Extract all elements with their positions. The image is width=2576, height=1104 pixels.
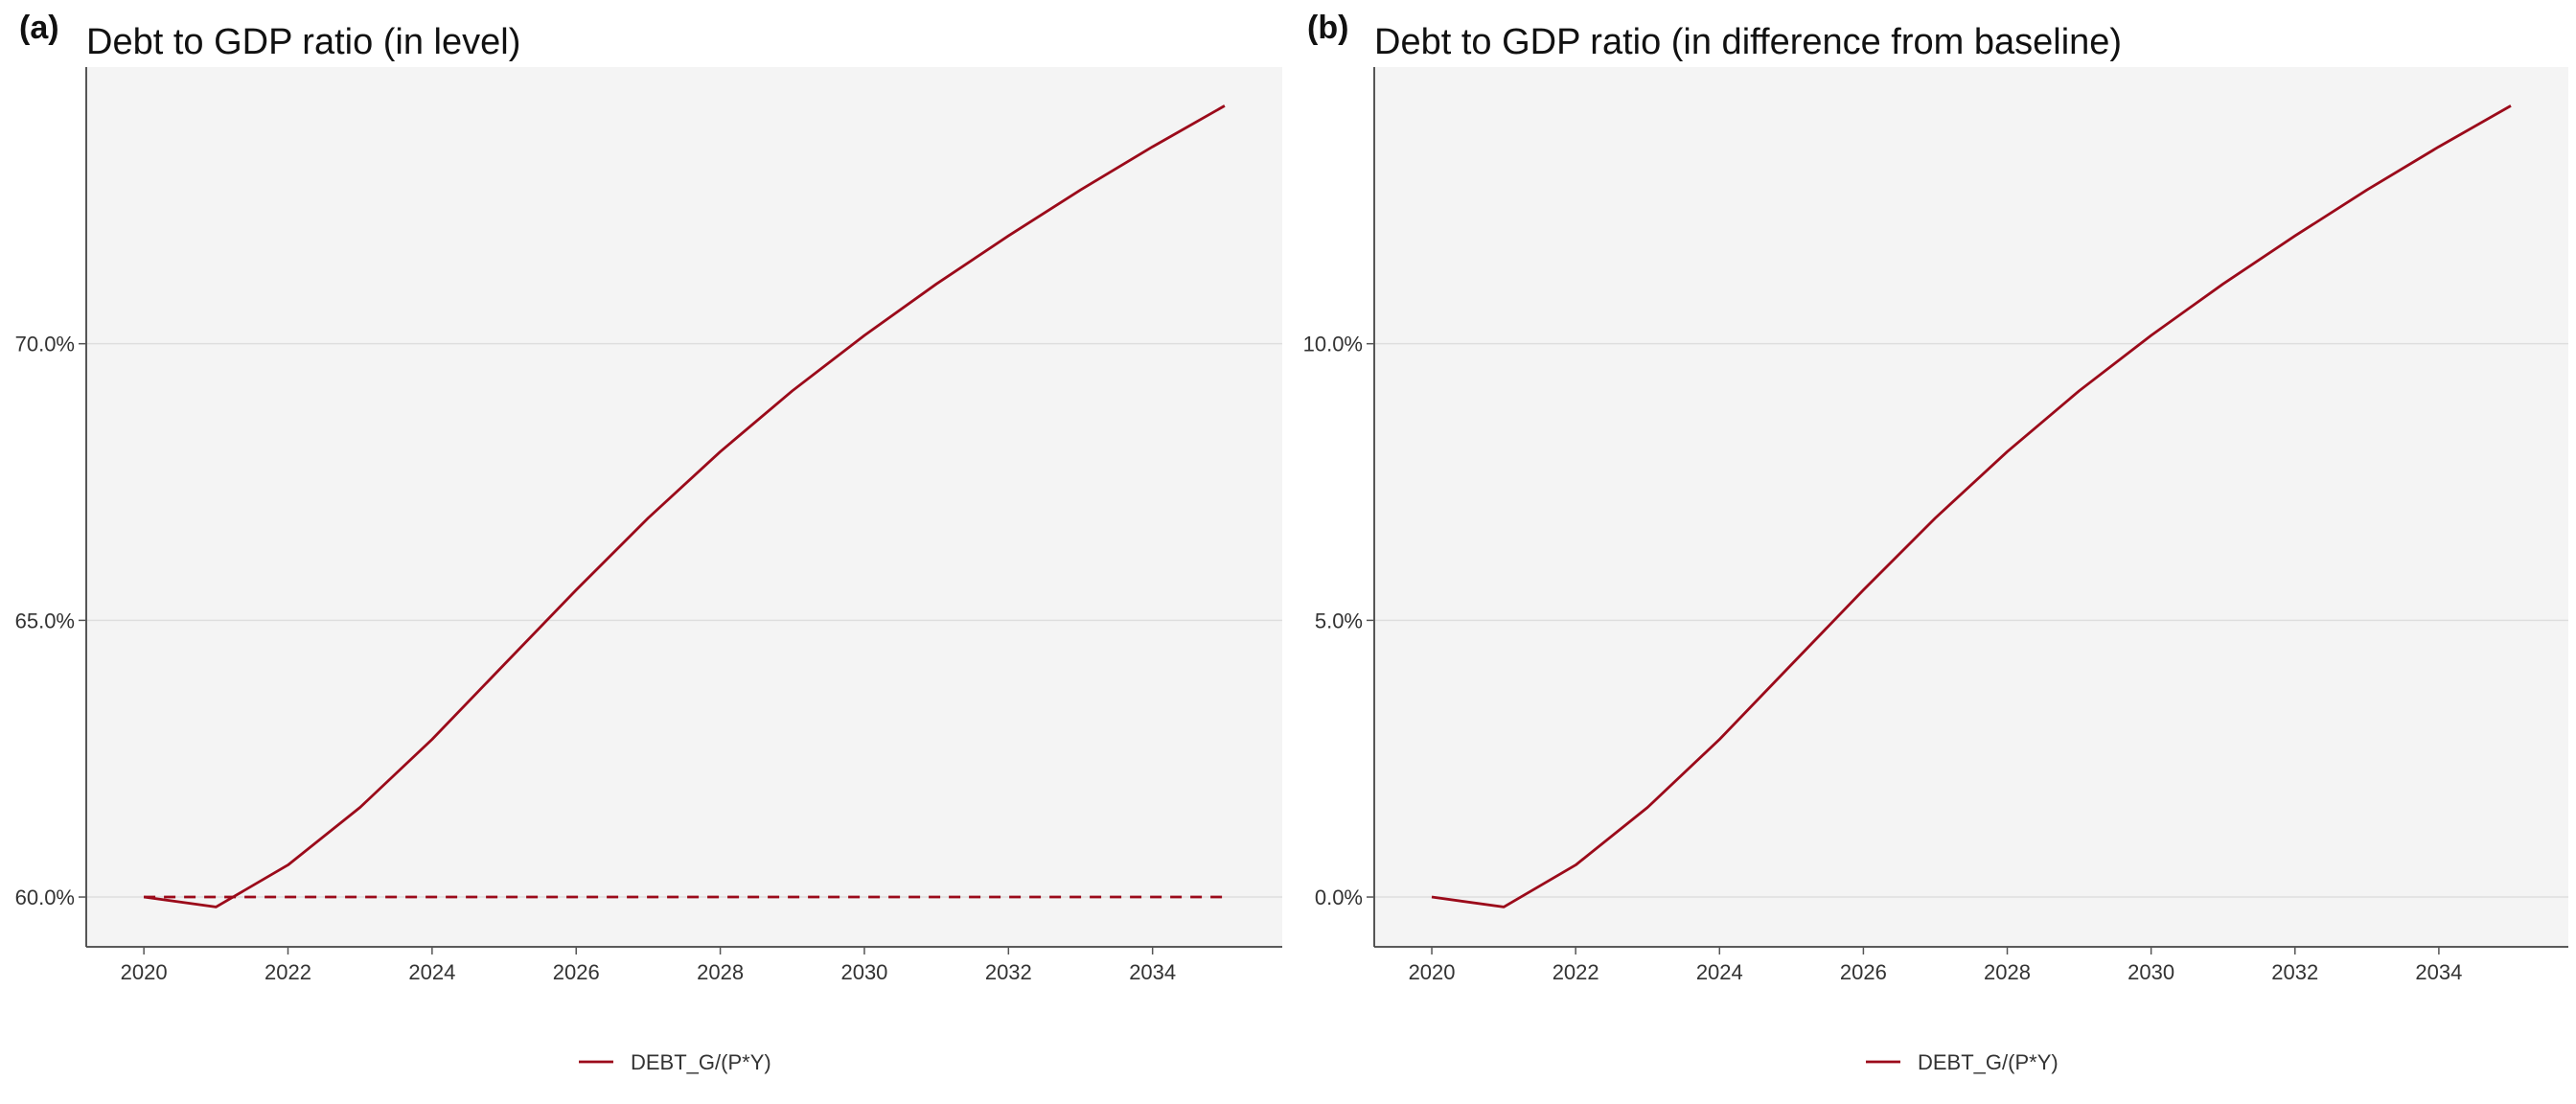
panel-a-xtick-label: 2032 bbox=[985, 960, 1032, 984]
panel-a-xtick-label: 2034 bbox=[1129, 960, 1176, 984]
panel-b: (b) Debt to GDP ratio (in difference fro… bbox=[1303, 10, 2568, 1074]
panel-b-series bbox=[1431, 104, 2512, 908]
panel-b-xtick-label: 2034 bbox=[2415, 960, 2462, 984]
panel-a-xtick-label: 2024 bbox=[408, 960, 455, 984]
panel-b-xtick-label: 2030 bbox=[2128, 960, 2174, 984]
panel-a-plot-area bbox=[86, 67, 1282, 947]
panel-b-xtick-label: 2020 bbox=[1409, 960, 1456, 984]
panel-b-xtick-label: 2028 bbox=[1984, 960, 2031, 984]
panel-b-letter: (b) bbox=[1307, 10, 1348, 46]
panel-b-legend-label: DEBT_G/(P*Y) bbox=[1918, 1050, 2058, 1074]
panel-b-title: Debt to GDP ratio (in difference from ba… bbox=[1374, 22, 2122, 62]
panel-a-legend: DEBT_G/(P*Y) bbox=[579, 1050, 771, 1074]
panel-b-ticks: 0.0% 5.0% 10.0% 2020 2022 2024 2026 2028 2030 203… bbox=[1303, 333, 2463, 984]
panel-a-ytick-label: 65.0% bbox=[15, 609, 75, 632]
panel-b-xtick-label: 2022 bbox=[1552, 960, 1599, 984]
panel-a-axes bbox=[85, 67, 1282, 948]
panel-a-title: Debt to GDP ratio (in level) bbox=[86, 22, 520, 62]
panel-a-legend-label: DEBT_G/(P*Y) bbox=[631, 1050, 771, 1074]
panel-b-legend: DEBT_G/(P*Y) bbox=[1866, 1050, 2058, 1074]
panel-b-xtick-label: 2032 bbox=[2271, 960, 2318, 984]
panel-a-xtick-label: 2022 bbox=[264, 960, 311, 984]
panel-a: (a) Debt to GDP ratio (in level) 60.0% 65… bbox=[15, 10, 1282, 1074]
panel-a-ticks: 60.0% 65.0% 70.0% 2020 2022 2024 2026 2028 2030 2… bbox=[15, 333, 1177, 984]
panel-a-xtick-label: 2030 bbox=[840, 960, 887, 984]
panel-a-series-line-main bbox=[143, 104, 1226, 908]
panel-a-letter: (a) bbox=[19, 10, 59, 46]
panel-a-series bbox=[143, 104, 1226, 908]
panel-b-ytick-label: 5.0% bbox=[1315, 609, 1363, 632]
panel-a-xtick-label: 2020 bbox=[121, 960, 168, 984]
panel-b-axes bbox=[1373, 67, 2568, 948]
panel-a-ytick-label: 60.0% bbox=[15, 886, 75, 909]
panel-b-xtick-label: 2024 bbox=[1696, 960, 1743, 984]
panel-b-series-line-main bbox=[1431, 104, 2512, 908]
panel-b-plot-area bbox=[1374, 67, 2568, 947]
panel-a-ytick-label: 70.0% bbox=[15, 333, 75, 356]
panel-b-ytick-label: 10.0% bbox=[1303, 333, 1363, 356]
panel-b-xtick-label: 2026 bbox=[1840, 960, 1887, 984]
panel-b-ytick-label: 0.0% bbox=[1315, 886, 1363, 909]
panel-a-xtick-label: 2026 bbox=[553, 960, 600, 984]
panel-a-xtick-label: 2028 bbox=[697, 960, 744, 984]
panel-b-grid bbox=[1374, 342, 2568, 898]
